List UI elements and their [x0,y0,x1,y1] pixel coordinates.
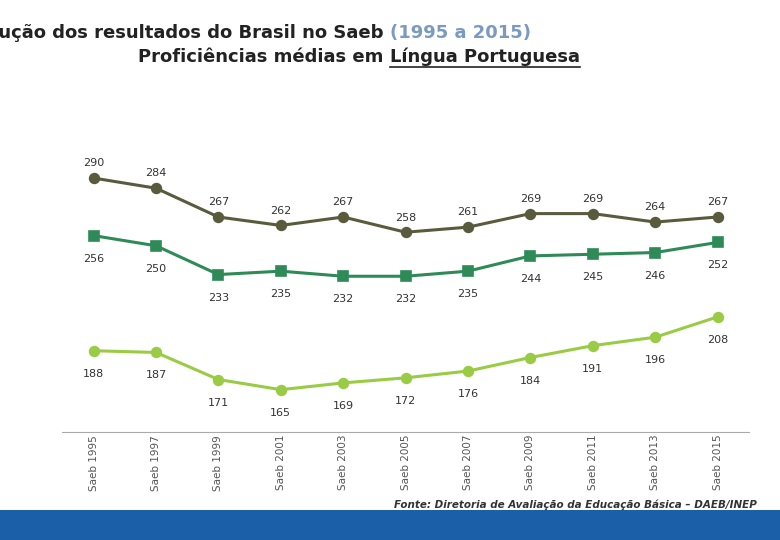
Text: 261: 261 [457,207,479,218]
Ens. Fundamental - Anos Finais [463,268,473,274]
Text: 267: 267 [332,197,354,207]
Text: 196: 196 [644,355,666,365]
Line: Ens. Fundamental - Anos Iniciais: Ens. Fundamental - Anos Iniciais [89,312,722,395]
Text: 269: 269 [519,194,541,204]
Text: 267: 267 [707,197,729,207]
Ens. Médio [214,214,223,220]
Text: 191: 191 [582,364,604,374]
Text: 245: 245 [582,272,604,282]
Ens. Fundamental - Anos Finais [339,273,348,280]
Ens. Fundamental - Anos Finais [276,268,285,274]
Ens. Fundamental - Anos Finais [713,239,722,246]
Text: 290: 290 [83,158,105,168]
Ens. Fundamental - Anos Iniciais [588,342,597,349]
Ens. Médio [651,219,660,225]
Text: 184: 184 [519,375,541,386]
Ens. Fundamental - Anos Finais [89,232,98,239]
Ens. Fundamental - Anos Iniciais [463,368,473,374]
Ens. Médio [526,211,535,217]
Text: 244: 244 [519,274,541,284]
Ens. Fundamental - Anos Iniciais [214,376,223,383]
Ens. Fundamental - Anos Iniciais [401,375,410,381]
Ens. Fundamental - Anos Iniciais [713,314,722,320]
Text: (1995 a 2015): (1995 a 2015) [390,24,531,43]
Ens. Médio [151,185,161,192]
Ens. Médio [713,214,722,220]
Ens. Médio [339,214,348,220]
Text: 171: 171 [207,397,229,408]
Text: Fonte: Diretoria de Avaliação da Educação Básica – DAEB/INEP: Fonte: Diretoria de Avaliação da Educaçã… [394,500,757,510]
Text: 256: 256 [83,254,105,264]
Ens. Fundamental - Anos Finais [526,253,535,259]
Text: 169: 169 [332,401,354,411]
Ens. Fundamental - Anos Finais [151,242,161,249]
Text: 267: 267 [207,197,229,207]
Text: 246: 246 [644,271,666,281]
Ens. Fundamental - Anos Iniciais [339,380,348,386]
Ens. Médio [463,224,473,231]
Ens. Médio [89,175,98,181]
Text: 252: 252 [707,260,729,271]
Line: Ens. Médio: Ens. Médio [89,173,722,237]
Ens. Fundamental - Anos Finais [401,273,410,280]
Text: 235: 235 [270,289,292,299]
Text: 208: 208 [707,335,729,345]
Text: 264: 264 [644,202,666,212]
Text: 187: 187 [145,370,167,381]
Text: 232: 232 [332,294,354,305]
Text: Proficiências médias em: Proficiências médias em [138,48,390,66]
Text: 233: 233 [207,293,229,302]
Text: 172: 172 [395,396,417,406]
Text: 235: 235 [457,289,479,299]
Text: Língua Portuguesa: Língua Portuguesa [390,48,580,66]
Text: 232: 232 [395,294,417,305]
Text: 262: 262 [270,206,292,216]
Ens. Fundamental - Anos Iniciais [151,349,161,356]
Text: 176: 176 [457,389,479,399]
Ens. Fundamental - Anos Finais [588,251,597,258]
Ens. Fundamental - Anos Finais [214,271,223,278]
Ens. Fundamental - Anos Iniciais [89,348,98,354]
Ens. Fundamental - Anos Iniciais [276,387,285,393]
Ens. Médio [588,211,597,217]
Text: 269: 269 [582,194,604,204]
Ens. Fundamental - Anos Iniciais [651,334,660,340]
Text: 188: 188 [83,369,105,379]
Ens. Fundamental - Anos Finais [651,249,660,256]
Text: 258: 258 [395,213,417,222]
Ens. Fundamental - Anos Iniciais [526,354,535,361]
Ens. Médio [276,222,285,229]
Ens. Médio [401,229,410,235]
Text: Evolução dos resultados do Brasil no Saeb: Evolução dos resultados do Brasil no Sae… [0,24,390,43]
Text: 165: 165 [271,408,291,418]
Text: 250: 250 [145,264,167,274]
Text: 284: 284 [145,168,167,179]
Line: Ens. Fundamental - Anos Finais: Ens. Fundamental - Anos Finais [89,231,722,281]
